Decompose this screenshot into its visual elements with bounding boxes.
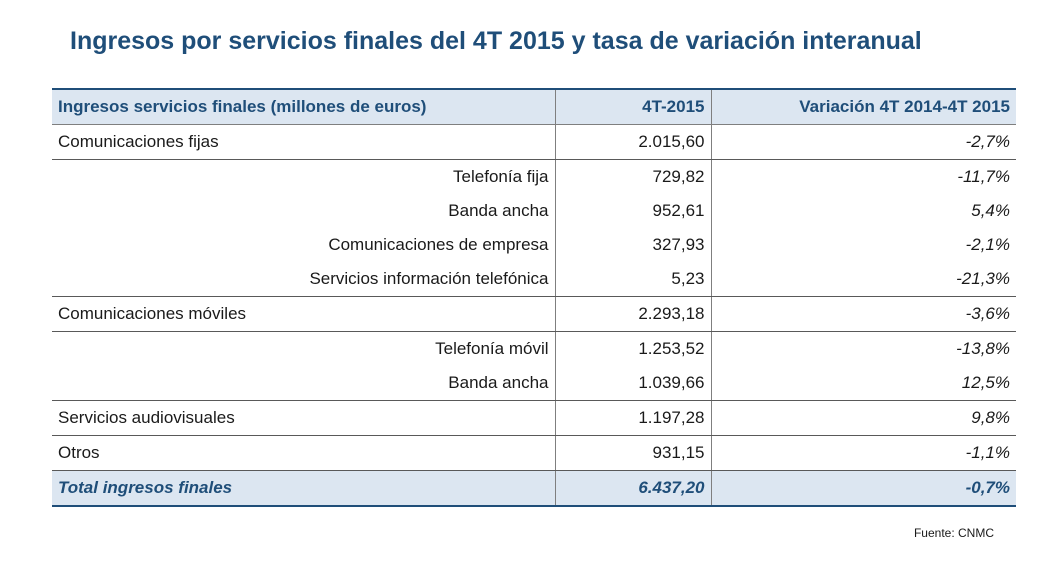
row-value: 2.293,18 (555, 296, 712, 332)
total-row: Total ingresos finales 6.437,20 -0,7% (52, 470, 1016, 507)
row-value: 952,61 (555, 194, 712, 228)
source-note: Fuente: CNMC (913, 526, 994, 540)
row-value: 5,23 (555, 262, 712, 297)
total-value: 6.437,20 (555, 470, 712, 507)
row-label: Servicios información telefónica (52, 262, 556, 297)
table-row: Servicios información telefónica 5,23 -2… (52, 262, 1016, 297)
row-value: 1.253,52 (555, 331, 712, 366)
row-label: Banda ancha (52, 194, 556, 228)
row-label: Otros (52, 435, 556, 471)
row-variation: -2,7% (711, 124, 1016, 160)
row-label: Comunicaciones móviles (52, 296, 556, 332)
row-variation: -1,1% (711, 435, 1016, 471)
row-label: Comunicaciones de empresa (52, 228, 556, 262)
row-variation: -3,6% (711, 296, 1016, 332)
row-variation: -11,7% (957, 167, 1010, 186)
row-value: 729,82 (555, 159, 712, 194)
table-row: Servicios audiovisuales 1.197,28 9,8% (52, 400, 1016, 436)
row-variation: 12,5% (711, 366, 1016, 401)
row-value: 1.039,66 (555, 366, 712, 401)
row-label: Telefonía fija (52, 159, 556, 194)
row-label: Comunicaciones fijas (52, 124, 556, 160)
page-title: Ingresos por servicios finales del 4T 20… (70, 27, 922, 55)
table-header-row: Ingresos servicios finales (millones de … (52, 88, 1016, 125)
row-value: 327,93 (555, 228, 712, 262)
row-variation: 9,8% (711, 400, 1016, 436)
row-value: 1.197,28 (555, 400, 712, 436)
table-row: Comunicaciones fijas 2.015,60 -2,7% (52, 124, 1016, 160)
row-variation: 5,4% (971, 201, 1010, 220)
total-label: Total ingresos finales (52, 470, 556, 507)
table-row: Banda ancha 1.039,66 12,5% (52, 366, 1016, 401)
row-value: 931,15 (555, 435, 712, 471)
table-row: Comunicaciones de empresa 327,93 -2,1% (52, 228, 1016, 262)
table-row: Otros 931,15 -1,1% (52, 435, 1016, 471)
row-variation: -13,8% (956, 339, 1010, 358)
table-row: Comunicaciones móviles 2.293,18 -3,6% (52, 296, 1016, 332)
column-header-variation: Variación 4T 2014-4T 2015 (711, 88, 1016, 125)
column-header-value: 4T-2015 (555, 88, 712, 125)
row-label: Telefonía móvil (52, 331, 556, 366)
table-row: Telefonía móvil 1.253,52 -13,8% (52, 331, 1016, 366)
table-row: Telefonía fija 729,82 -11,7% (52, 159, 1016, 194)
row-variation: -2,1% (965, 235, 1010, 254)
row-value: 2.015,60 (555, 124, 712, 160)
row-label: Servicios audiovisuales (52, 400, 556, 436)
row-variation: -21,3% (711, 262, 1016, 297)
row-label: Banda ancha (52, 366, 556, 401)
total-variation: -0,7% (711, 470, 1016, 507)
revenue-table: Ingresos servicios finales (millones de … (52, 88, 1016, 507)
column-header-concept: Ingresos servicios finales (millones de … (52, 88, 556, 125)
table-row: Banda ancha 952,61 5,4% (52, 194, 1016, 228)
